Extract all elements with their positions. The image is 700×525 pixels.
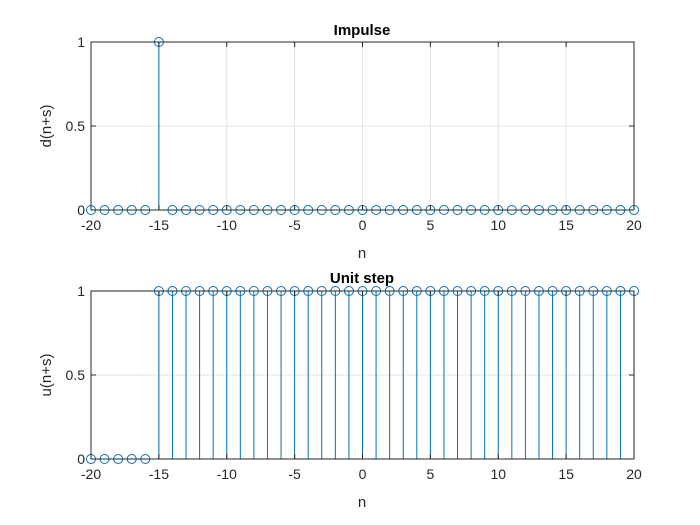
- unit-step-ylabel: u(n+s): [38, 354, 55, 397]
- impulse-xtick-label: 20: [626, 217, 642, 233]
- unit-step-xtick-label: -15: [149, 466, 169, 482]
- impulse-xtick-label: -5: [288, 217, 301, 233]
- impulse-xtick-label: 15: [558, 217, 574, 233]
- impulse-ticks: -20 -15 -10 -5 0 5 10 15 20 0 0.5 1: [66, 34, 642, 233]
- impulse-xlabel: n: [358, 245, 366, 262]
- unit-step-xtick-label: -5: [288, 466, 301, 482]
- impulse-xtick-label: -15: [149, 217, 169, 233]
- impulse-xtick-label: 10: [490, 217, 506, 233]
- subplot-unit-step: -20 -15 -10 -5 0 5 10 15 20 0 0.5 1 Unit step n u(n…: [38, 270, 642, 511]
- unit-step-title: Unit step: [330, 270, 394, 287]
- impulse-title: Impulse: [334, 22, 391, 39]
- unit-step-xtick-label: 15: [558, 466, 574, 482]
- unit-step-xlabel: n: [358, 494, 366, 511]
- impulse-xtick-label: 0: [359, 217, 367, 233]
- unit-step-xtick-label: -10: [217, 466, 237, 482]
- impulse-xtick-label: -20: [81, 217, 101, 233]
- impulse-xtick-label: -10: [217, 217, 237, 233]
- impulse-ytick-label: 0: [77, 202, 85, 218]
- unit-step-xtick-label: 5: [426, 466, 434, 482]
- impulse-ytick-label: 1: [77, 34, 85, 50]
- unit-step-ytick-label: 0: [77, 451, 85, 467]
- unit-step-xtick-label: 20: [626, 466, 642, 482]
- impulse-ytick-label: 0.5: [66, 118, 86, 134]
- impulse-xtick-label: 5: [426, 217, 434, 233]
- unit-step-ticks: -20 -15 -10 -5 0 5 10 15 20 0 0.5 1: [66, 283, 642, 482]
- unit-step-xtick-label: 0: [359, 466, 367, 482]
- unit-step-xtick-label: 10: [490, 466, 506, 482]
- unit-step-ytick-label: 1: [77, 283, 85, 299]
- unit-step-xtick-label: -20: [81, 466, 101, 482]
- unit-step-ytick-label: 0.5: [66, 367, 86, 383]
- impulse-ylabel: d(n+s): [38, 105, 55, 148]
- subplot-impulse: -20 -15 -10 -5 0 5 10 15 20 0 0.5 1 Impulse n d(n+s…: [38, 22, 642, 262]
